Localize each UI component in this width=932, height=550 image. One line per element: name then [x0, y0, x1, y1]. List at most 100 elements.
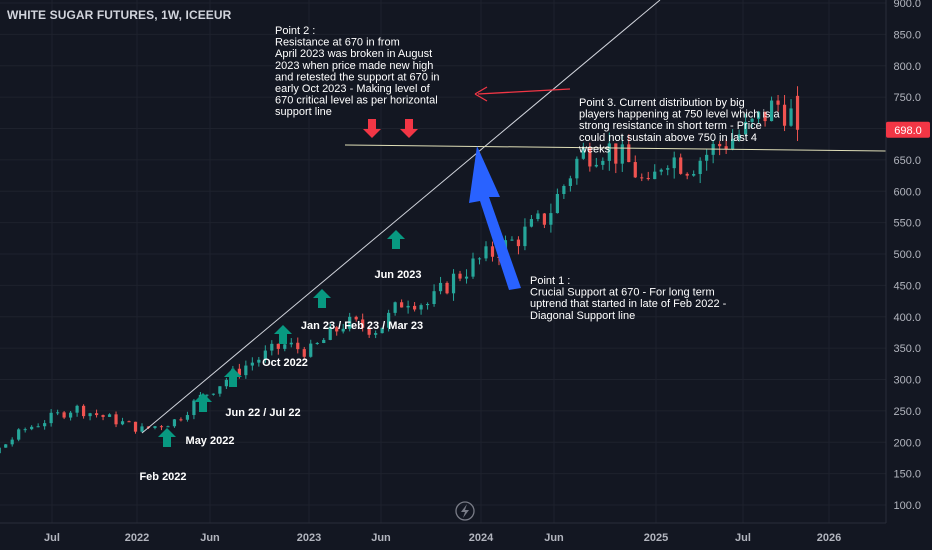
candle-up [322, 339, 326, 344]
candle-up [205, 394, 209, 396]
candle-down [679, 157, 683, 174]
candle-up [309, 343, 313, 357]
candle-down [296, 342, 300, 350]
candle-up [166, 426, 170, 428]
candle-up [523, 226, 527, 247]
note-line: 2023 when price made new high [275, 60, 433, 72]
price-axis[interactable] [886, 0, 932, 525]
candle-up [555, 193, 559, 214]
point-1-big-arrow-icon [469, 146, 521, 290]
price-badge-background [886, 121, 930, 138]
time-tick-label: Jun [371, 532, 391, 544]
candle-up [529, 219, 534, 227]
point-2-note: Point 2 : Resistance at 670 in from April … [275, 25, 440, 118]
candle-up [120, 421, 125, 425]
candle-down [640, 177, 644, 179]
price-tick-label: 250.0 [893, 406, 921, 418]
candle-up [451, 273, 456, 294]
price-tick-label: 150.0 [893, 469, 921, 481]
candle-up [659, 169, 663, 172]
price-tick-label: 600.0 [893, 186, 921, 198]
trend-lines [141, 0, 887, 434]
price-tick-label: 200.0 [893, 437, 921, 449]
candle-down [782, 104, 787, 126]
point-3-note: Point 3. Current distribution by big play… [578, 97, 780, 155]
price-tick-label: 800.0 [893, 61, 921, 73]
time-tick-label: Jun [200, 532, 220, 544]
candle-up [30, 426, 34, 430]
candle-down [718, 143, 722, 147]
candle-down [302, 349, 306, 357]
candle-up [380, 327, 384, 334]
time-tick-label: 2026 [817, 532, 841, 544]
candle-up [769, 100, 774, 122]
candle-up [289, 342, 293, 345]
candle-up [88, 413, 92, 417]
price-tick-label: 850.0 [893, 29, 921, 41]
candle-up [464, 276, 469, 279]
note-line: Crucial Support at 670 - For long term [530, 287, 715, 299]
symbol-title[interactable]: WHITE SUGAR FUTURES, 1W, ICEEUR [7, 8, 232, 22]
up-arrow-icon [274, 325, 292, 344]
horizontal-support-line [344, 144, 887, 152]
candle-up [75, 405, 79, 413]
arrow-label: Jun 2023 [374, 269, 421, 281]
candle-down [516, 239, 521, 247]
candle-down [114, 414, 118, 425]
candle-up [666, 168, 670, 170]
time-tick-label: Jul [735, 532, 751, 544]
candle-up [581, 148, 585, 159]
candle-up [257, 359, 261, 363]
candle-up [594, 164, 598, 167]
candle-down [627, 144, 631, 163]
candle-up [49, 412, 53, 424]
candle-up [0, 447, 1, 454]
candle-down [445, 282, 449, 294]
arrow-label: May 2022 [186, 435, 235, 447]
candle-down [614, 143, 618, 164]
annotations: Feb 2022 May 2022 Jun 22 / Jul 22 Oct 2022 J… [139, 25, 780, 483]
candle-up [672, 157, 676, 169]
candle-up [419, 305, 423, 310]
note-line: Point 3. Current distribution by big [579, 97, 745, 109]
up-arrow-icon [224, 368, 242, 387]
note-line: strong resistance in short term - Price [579, 120, 762, 132]
note-line: could not sustain above 750 in last 4 [579, 132, 757, 144]
candle-up [575, 158, 579, 179]
candle-down [588, 148, 592, 167]
price-axis-labels: 100.0 150.0 200.0 250.0 300.0 350.0 400.0 450.0… [893, 0, 921, 512]
candle-down [458, 273, 462, 279]
candle-up [549, 213, 553, 225]
candle-down [179, 419, 183, 421]
candle-down [62, 412, 66, 418]
up-arrow-icon [158, 428, 176, 447]
candle-up [185, 415, 190, 420]
candle-down [724, 146, 728, 150]
candle-down [685, 173, 689, 176]
replay-icon[interactable] [455, 501, 475, 521]
note-line: support line [275, 106, 332, 118]
candle-up [56, 412, 60, 414]
candle-down [354, 316, 358, 320]
time-axis[interactable] [0, 523, 932, 550]
candle-up [218, 386, 222, 394]
candle-down [490, 246, 495, 257]
candle-up [107, 414, 112, 417]
candle-up [393, 302, 397, 313]
replay-icon-circle [455, 501, 475, 521]
candle-up [620, 144, 624, 164]
point-1-note: Point 1 : Crucial Support at 670 - For lo… [530, 275, 727, 322]
up-arrow-icon [387, 230, 405, 249]
candle-down [542, 213, 547, 225]
price-tick-label: 650.0 [893, 155, 921, 167]
candle-up [438, 282, 443, 292]
candle-up [406, 305, 410, 308]
candle-up [224, 379, 228, 387]
candle-down [776, 100, 780, 105]
candle-up [601, 160, 605, 165]
note-line: weeks [578, 143, 611, 155]
candle-up [10, 439, 14, 445]
candle-up [425, 304, 430, 306]
note-line: uptrend that started in late of Feb 2022… [530, 298, 727, 310]
